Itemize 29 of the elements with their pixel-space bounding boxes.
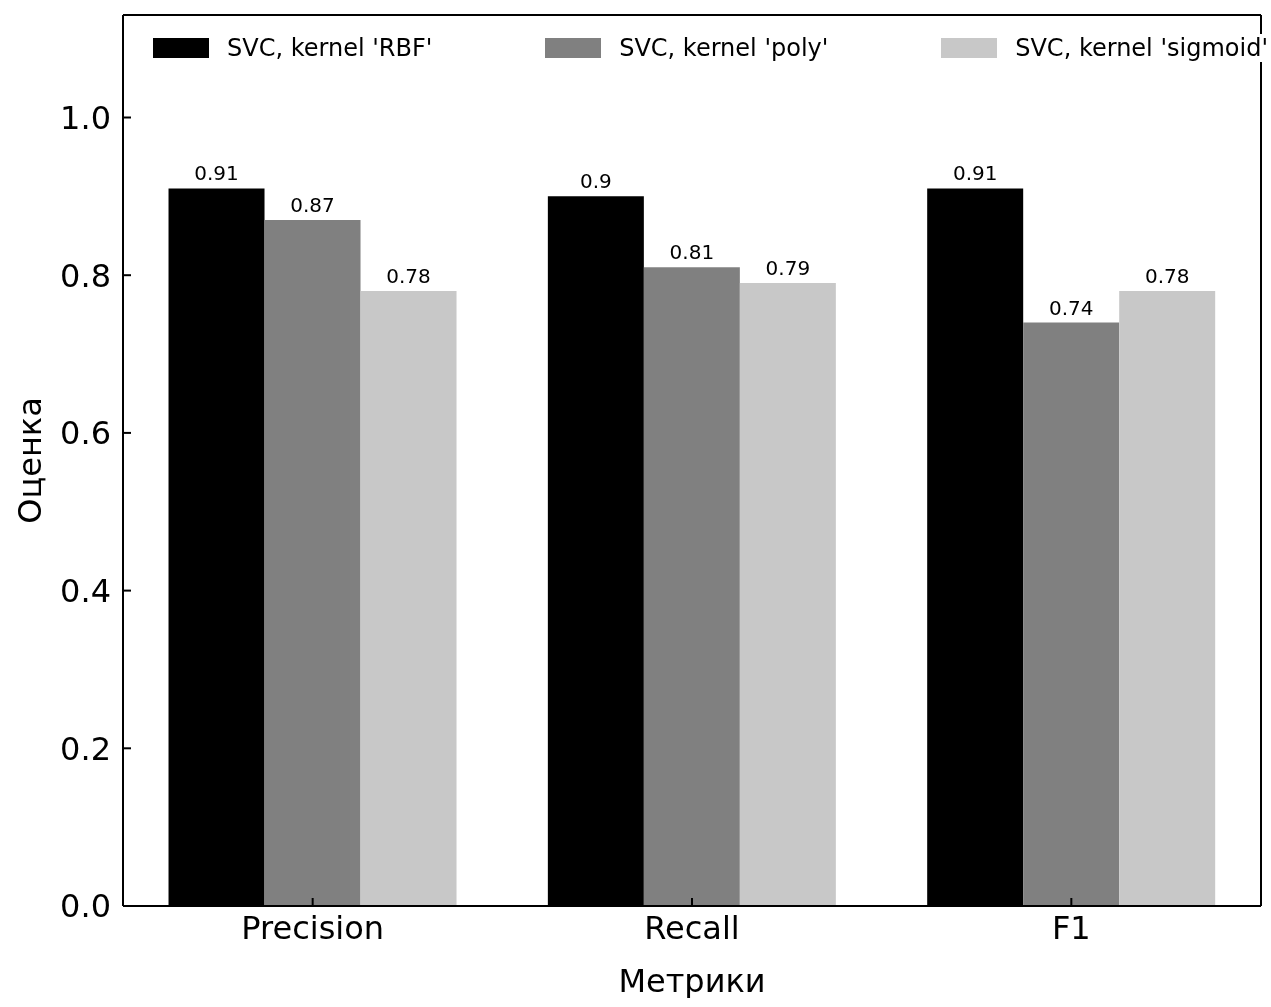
data-label: 0.87 [290, 193, 335, 218]
y-tick-label: 0.8 [60, 256, 111, 295]
data-label: 0.91 [194, 161, 239, 186]
bar [1023, 322, 1120, 906]
bar [739, 283, 836, 906]
y-tick-label: 1.0 [60, 98, 111, 137]
legend-label: SVC, kernel 'RBF' [227, 34, 433, 62]
data-label: 0.9 [579, 169, 612, 194]
bar [1119, 290, 1216, 906]
data-label: 0.74 [1048, 295, 1094, 320]
data-label: 0.91 [952, 161, 998, 186]
x-tick-label: Recall [644, 908, 740, 947]
y-axis-title: Оценка [11, 397, 50, 524]
legend-label: SVC, kernel 'sigmoid' [1015, 34, 1268, 62]
data-label: 0.78 [1144, 263, 1190, 288]
data-label: 0.81 [669, 240, 715, 265]
y-tick-label: 0.4 [60, 571, 111, 610]
legend-label: SVC, kernel 'poly' [619, 34, 829, 62]
y-tick-label: 0.6 [60, 414, 111, 453]
bar [360, 290, 457, 906]
x-tick-label: Precision [241, 908, 385, 947]
y-tick-label: 0.2 [60, 729, 111, 768]
x-tick-label: F1 [1051, 908, 1091, 947]
bar [264, 220, 361, 906]
x-axis-title: Метрики [618, 962, 766, 1000]
data-label: 0.79 [765, 256, 811, 281]
y-tick-label: 0.0 [60, 887, 111, 926]
data-label: 0.78 [386, 263, 431, 288]
bar [643, 267, 740, 906]
